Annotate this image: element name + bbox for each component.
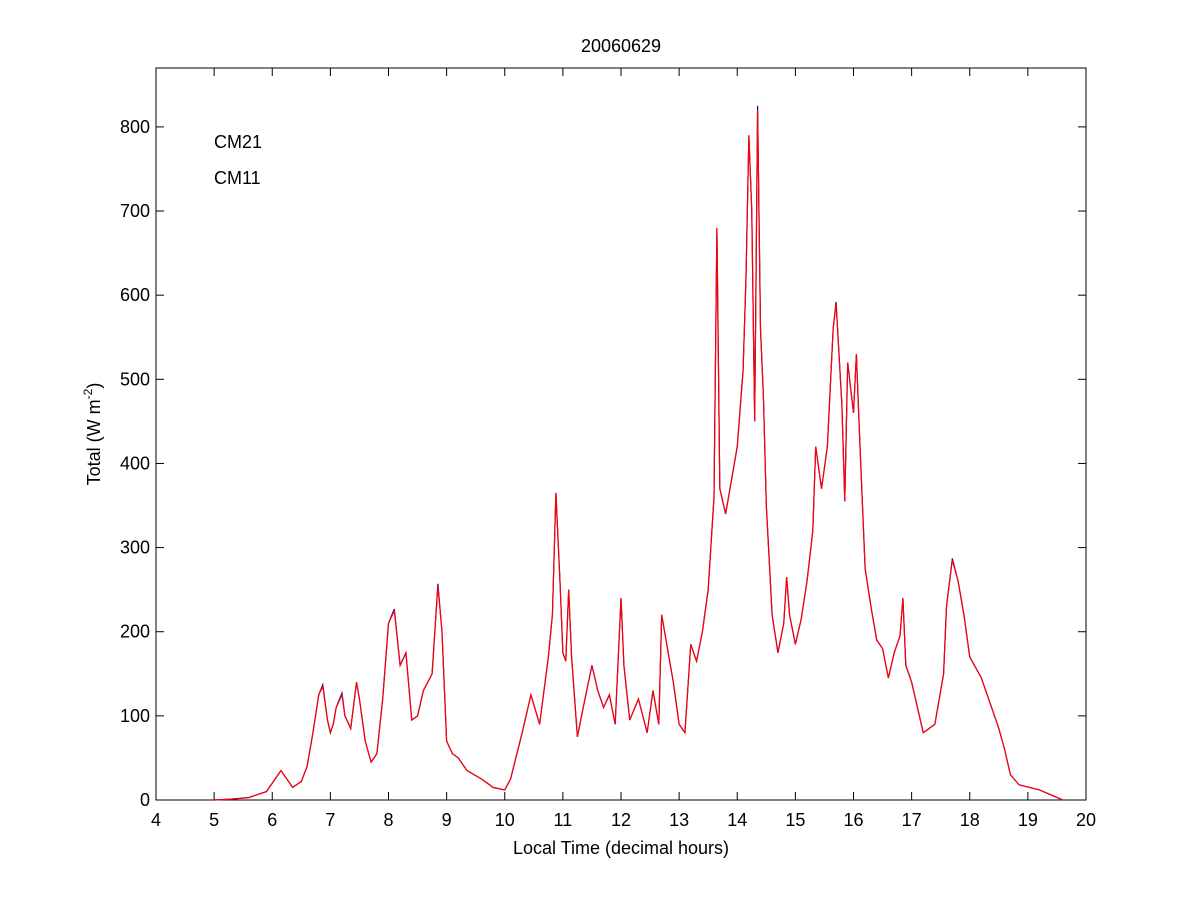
x-tick-label: 10 <box>495 810 515 830</box>
plot-area <box>155 67 1087 801</box>
y-tick-label: 100 <box>120 706 150 726</box>
x-tick-label: 9 <box>442 810 452 830</box>
legend-entry: CM11 <box>214 168 261 188</box>
y-tick-label: 400 <box>120 453 150 473</box>
y-label-suffix: ) <box>84 383 104 389</box>
x-tick-label: 7 <box>325 810 335 830</box>
legend-entry: CM21 <box>214 132 262 152</box>
x-tick-label: 15 <box>785 810 805 830</box>
y-label-text: Total (W m <box>84 399 104 485</box>
y-tick-label: 0 <box>140 790 150 810</box>
chart-title: 20060629 <box>581 36 661 56</box>
series-line <box>214 110 1063 801</box>
x-tick-label: 17 <box>902 810 922 830</box>
x-tick-label: 4 <box>151 810 161 830</box>
x-tick-label: 6 <box>267 810 277 830</box>
x-tick-label: 16 <box>843 810 863 830</box>
x-tick-label: 11 <box>554 810 573 830</box>
y-tick-label: 200 <box>120 622 150 642</box>
x-tick-label: 18 <box>960 810 980 830</box>
y-tick-label: 700 <box>120 201 150 221</box>
x-tick-label: 12 <box>611 810 631 830</box>
y-label-sup: -2 <box>81 388 95 399</box>
x-tick-label: 13 <box>669 810 689 830</box>
x-tick-label: 20 <box>1076 810 1096 830</box>
x-tick-label: 14 <box>727 810 747 830</box>
x-tick-label: 19 <box>1018 810 1038 830</box>
y-axis-label: Total (W m-2) <box>81 383 104 486</box>
y-tick-label: 600 <box>120 285 150 305</box>
x-tick-label: 8 <box>383 810 393 830</box>
y-tick-label: 500 <box>120 369 150 389</box>
x-tick-label: 5 <box>209 810 219 830</box>
y-tick-label: 300 <box>120 538 150 558</box>
x-axis-label: Local Time (decimal hours) <box>513 838 729 858</box>
y-tick-label: 800 <box>120 117 150 137</box>
